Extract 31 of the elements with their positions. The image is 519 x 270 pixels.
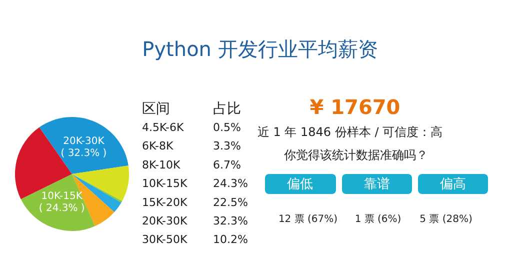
text: 0.5%: [213, 121, 241, 134]
text: 32.3%: [213, 214, 248, 228]
text: 偏高: [440, 176, 466, 192]
text: 3.3%: [213, 140, 241, 153]
text: 5 票 (28%): [420, 214, 472, 225]
text: 6K-8K: [142, 140, 174, 153]
text: 4.5K-6K: [142, 121, 185, 134]
text: 偏低: [287, 177, 313, 192]
text: 6.7%: [213, 158, 241, 172]
text: 1 票 (6%): [354, 214, 402, 225]
slice-label: 10K-15K: [41, 190, 83, 202]
text: Python 开发行业平均薪资: [142, 37, 378, 61]
text: 近 1 年 1846 份样本 / 可信度：高: [257, 125, 443, 139]
text: 15K-20K: [142, 196, 188, 209]
data-label: ( 32.3% ): [60, 148, 107, 159]
pie-slice: [39, 117, 128, 174]
text: 12 票 (67%): [278, 214, 338, 225]
text: 区间: [142, 101, 170, 117]
text: 24.3%: [213, 177, 248, 190]
slice-label: 20K-30K: [63, 136, 105, 147]
text: 10.2%: [213, 233, 248, 246]
text: 靠谱: [364, 177, 390, 192]
text: 你觉得该统计数据准确吗？: [283, 148, 428, 162]
text: 30K-50K: [142, 233, 188, 246]
text: 20K-30K: [142, 214, 188, 228]
text: ¥ 17670: [310, 95, 400, 119]
text: 10K-15K: [142, 177, 188, 190]
text: 22.5%: [213, 196, 248, 209]
data-label: ( 24.3% ): [38, 202, 85, 214]
text: 占比: [213, 101, 241, 117]
text: 8K-10K: [142, 158, 182, 172]
